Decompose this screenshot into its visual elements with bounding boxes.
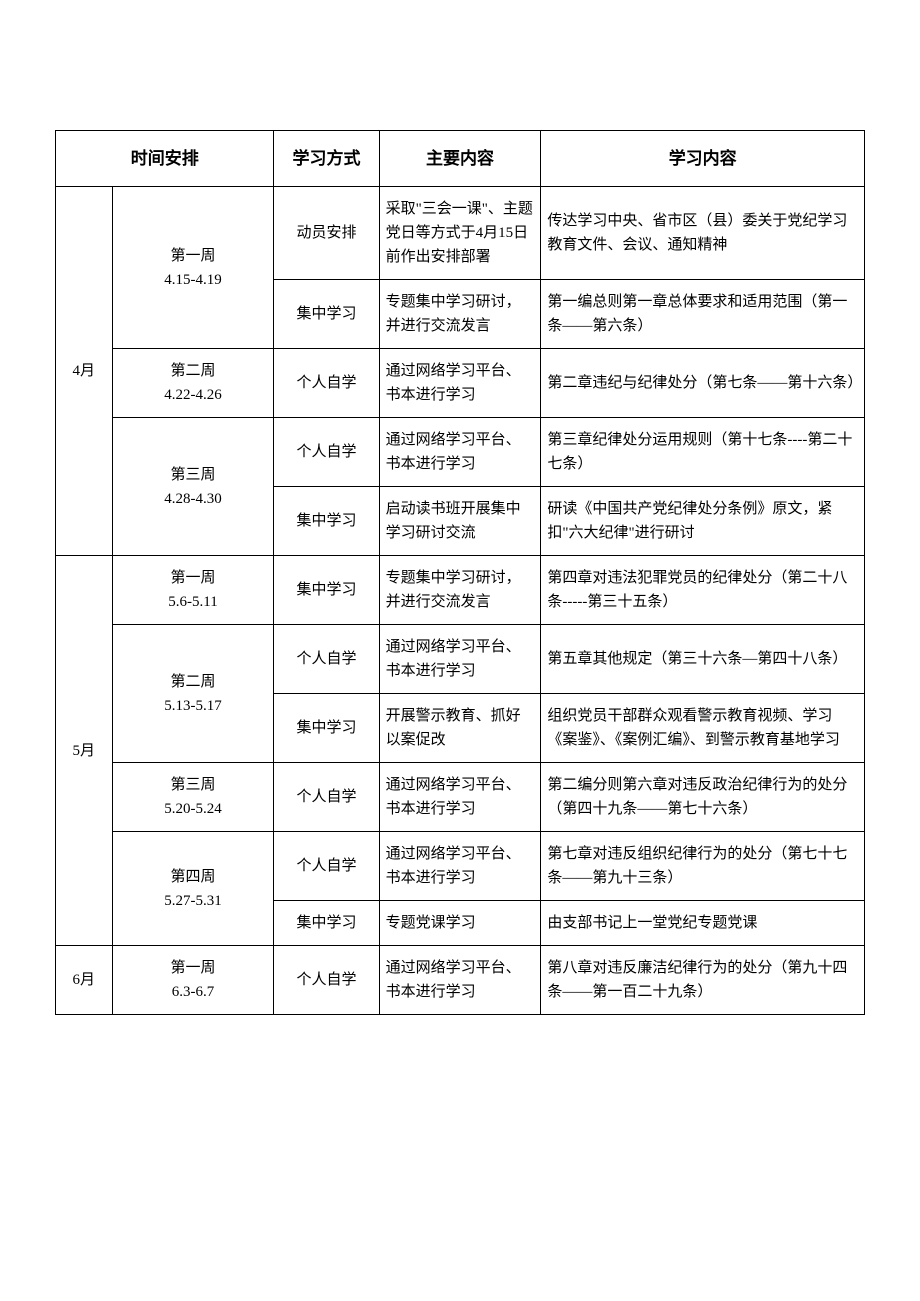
detail-cell: 第二编分则第六章对违反政治纪律行为的处分（第四十九条——第七十六条） (541, 763, 865, 832)
week-range: 6.3-6.7 (119, 980, 268, 1004)
method-cell: 个人自学 (274, 349, 379, 418)
main-cell: 采取"三会一课"、主题党日等方式于4月15日前作出安排部署 (379, 187, 541, 280)
detail-cell: 组织党员干部群众观看警示教育视频、学习《案鉴》、《案例汇编》、到警示教育基地学习 (541, 694, 865, 763)
table-row: 第二周 5.13-5.17 个人自学 通过网络学习平台、书本进行学习 第五章其他… (56, 625, 865, 694)
main-cell: 通过网络学习平台、书本进行学习 (379, 349, 541, 418)
detail-cell: 传达学习中央、省市区（县）委关于党纪学习教育文件、会议、通知精神 (541, 187, 865, 280)
main-cell: 通过网络学习平台、书本进行学习 (379, 625, 541, 694)
main-cell: 专题党课学习 (379, 901, 541, 946)
week-label: 第二周 (119, 670, 268, 694)
main-cell: 通过网络学习平台、书本进行学习 (379, 763, 541, 832)
table-row: 5月 第一周 5.6-5.11 集中学习 专题集中学习研讨，并进行交流发言 第四… (56, 556, 865, 625)
week-label: 第一周 (119, 244, 268, 268)
detail-cell: 第二章违纪与纪律处分（第七条——第十六条） (541, 349, 865, 418)
method-cell: 集中学习 (274, 901, 379, 946)
main-cell: 专题集中学习研讨，并进行交流发言 (379, 280, 541, 349)
month-cell: 4月 (56, 187, 113, 556)
detail-cell: 研读《中国共产党纪律处分条例》原文，紧扣"六大纪律"进行研讨 (541, 487, 865, 556)
week-range: 5.20-5.24 (119, 797, 268, 821)
week-cell: 第三周 5.20-5.24 (112, 763, 274, 832)
week-range: 5.27-5.31 (119, 889, 268, 913)
main-cell: 通过网络学习平台、书本进行学习 (379, 418, 541, 487)
method-cell: 集中学习 (274, 487, 379, 556)
week-cell: 第二周 5.13-5.17 (112, 625, 274, 763)
method-cell: 个人自学 (274, 946, 379, 1015)
week-range: 4.22-4.26 (119, 383, 268, 407)
week-label: 第二周 (119, 359, 268, 383)
schedule-table: 时间安排 学习方式 主要内容 学习内容 4月 第一周 4.15-4.19 动员安… (55, 130, 865, 1015)
header-row: 时间安排 学习方式 主要内容 学习内容 (56, 131, 865, 187)
detail-cell: 由支部书记上一堂党纪专题党课 (541, 901, 865, 946)
header-time: 时间安排 (56, 131, 274, 187)
header-detail: 学习内容 (541, 131, 865, 187)
table-row: 第四周 5.27-5.31 个人自学 通过网络学习平台、书本进行学习 第七章对违… (56, 832, 865, 901)
week-range: 5.13-5.17 (119, 694, 268, 718)
week-label: 第一周 (119, 956, 268, 980)
method-cell: 集中学习 (274, 556, 379, 625)
month-cell: 6月 (56, 946, 113, 1015)
main-cell: 开展警示教育、抓好以案促改 (379, 694, 541, 763)
week-range: 4.15-4.19 (119, 268, 268, 292)
table-row: 第二周 4.22-4.26 个人自学 通过网络学习平台、书本进行学习 第二章违纪… (56, 349, 865, 418)
week-range: 5.6-5.11 (119, 590, 268, 614)
week-range: 4.28-4.30 (119, 487, 268, 511)
week-cell: 第一周 5.6-5.11 (112, 556, 274, 625)
method-cell: 集中学习 (274, 694, 379, 763)
month-cell: 5月 (56, 556, 113, 946)
main-cell: 启动读书班开展集中学习研讨交流 (379, 487, 541, 556)
method-cell: 个人自学 (274, 763, 379, 832)
week-cell: 第一周 4.15-4.19 (112, 187, 274, 349)
week-label: 第三周 (119, 773, 268, 797)
method-cell: 个人自学 (274, 832, 379, 901)
detail-cell: 第五章其他规定（第三十六条—第四十八条） (541, 625, 865, 694)
method-cell: 动员安排 (274, 187, 379, 280)
method-cell: 个人自学 (274, 625, 379, 694)
method-cell: 集中学习 (274, 280, 379, 349)
week-cell: 第二周 4.22-4.26 (112, 349, 274, 418)
header-main: 主要内容 (379, 131, 541, 187)
week-label: 第三周 (119, 463, 268, 487)
main-cell: 专题集中学习研讨，并进行交流发言 (379, 556, 541, 625)
week-label: 第四周 (119, 865, 268, 889)
main-cell: 通过网络学习平台、书本进行学习 (379, 946, 541, 1015)
main-cell: 通过网络学习平台、书本进行学习 (379, 832, 541, 901)
detail-cell: 第四章对违法犯罪党员的纪律处分（第二十八条-----第三十五条） (541, 556, 865, 625)
week-label: 第一周 (119, 566, 268, 590)
detail-cell: 第三章纪律处分运用规则（第十七条----第二十七条） (541, 418, 865, 487)
detail-cell: 第八章对违反廉洁纪律行为的处分（第九十四条——第一百二十九条） (541, 946, 865, 1015)
method-cell: 个人自学 (274, 418, 379, 487)
week-cell: 第四周 5.27-5.31 (112, 832, 274, 946)
header-method: 学习方式 (274, 131, 379, 187)
week-cell: 第三周 4.28-4.30 (112, 418, 274, 556)
detail-cell: 第七章对违反组织纪律行为的处分（第七十七条——第九十三条） (541, 832, 865, 901)
table-row: 4月 第一周 4.15-4.19 动员安排 采取"三会一课"、主题党日等方式于4… (56, 187, 865, 280)
table-row: 6月 第一周 6.3-6.7 个人自学 通过网络学习平台、书本进行学习 第八章对… (56, 946, 865, 1015)
table-row: 第三周 4.28-4.30 个人自学 通过网络学习平台、书本进行学习 第三章纪律… (56, 418, 865, 487)
detail-cell: 第一编总则第一章总体要求和适用范围（第一条——第六条） (541, 280, 865, 349)
table-row: 第三周 5.20-5.24 个人自学 通过网络学习平台、书本进行学习 第二编分则… (56, 763, 865, 832)
week-cell: 第一周 6.3-6.7 (112, 946, 274, 1015)
